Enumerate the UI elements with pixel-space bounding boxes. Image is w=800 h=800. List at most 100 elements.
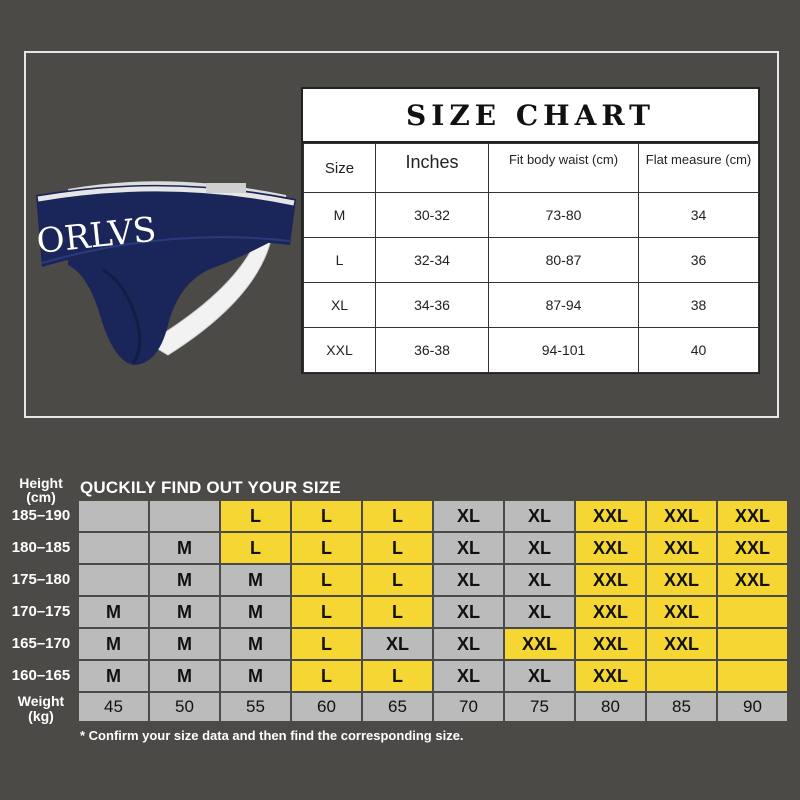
size-cell: M: [221, 629, 290, 659]
size-cell: M: [79, 629, 148, 659]
weight-cell: 65: [363, 693, 432, 721]
size-cell: XXL: [647, 597, 716, 627]
size-cell: XXL: [647, 629, 716, 659]
size-cell: XXL: [647, 501, 716, 531]
header-fit-waist: Fit body waist (cm): [488, 143, 639, 193]
weight-cell: 90: [718, 693, 787, 721]
size-cell: XL: [505, 661, 574, 691]
size-cell: M: [150, 565, 219, 595]
size-cell: L: [292, 629, 361, 659]
size-cell: M: [221, 661, 290, 691]
size-cell: L: [292, 533, 361, 563]
cell-inches: 32-34: [375, 237, 489, 283]
cell-flat-measure: 34: [638, 192, 759, 238]
size-chart-table: SIZE CHART Size Inches Fit body waist (c…: [301, 87, 760, 374]
size-cell: L: [363, 597, 432, 627]
size-cell: L: [221, 533, 290, 563]
cell-inches: 34-36: [375, 282, 489, 328]
size-cell: [718, 661, 787, 691]
weight-cell: 60: [292, 693, 361, 721]
weight-cell: 80: [576, 693, 645, 721]
cell-fit-waist: 94-101: [488, 327, 639, 373]
size-cell: L: [292, 597, 361, 627]
size-cell: M: [150, 597, 219, 627]
size-cell: L: [292, 565, 361, 595]
size-cell: [79, 501, 148, 531]
height-row-label: 185–190: [11, 507, 71, 524]
size-cell: XXL: [576, 629, 645, 659]
height-row-label: 180–185: [11, 539, 71, 556]
weight-cell: 50: [150, 693, 219, 721]
cell-fit-waist: 73-80: [488, 192, 639, 238]
size-cell: XXL: [576, 597, 645, 627]
cell-fit-waist: 80-87: [488, 237, 639, 283]
size-chart-title: SIZE CHART: [303, 89, 758, 143]
finder-title: QUCKILY FIND OUT YOUR SIZE: [80, 478, 341, 497]
size-cell: M: [79, 597, 148, 627]
header-flat-measure: Flat measure (cm): [638, 143, 759, 193]
size-cell: L: [221, 501, 290, 531]
size-cell: XL: [505, 533, 574, 563]
size-cell: M: [150, 629, 219, 659]
size-cell: XXL: [647, 565, 716, 595]
size-cell: XXL: [576, 501, 645, 531]
size-cell: L: [292, 661, 361, 691]
cell-size: XL: [303, 282, 376, 328]
cell-inches: 36-38: [375, 327, 489, 373]
size-cell: M: [150, 661, 219, 691]
size-cell: M: [221, 597, 290, 627]
height-row-label: 165–170: [11, 635, 71, 652]
cell-size: XXL: [303, 327, 376, 373]
weight-cell: 75: [505, 693, 574, 721]
height-axis-label: Height (cm): [19, 475, 63, 505]
size-cell: XXL: [647, 533, 716, 563]
weight-cell: 70: [434, 693, 503, 721]
size-cell: L: [363, 565, 432, 595]
table-row: M 30-32 73-80 34: [303, 192, 759, 238]
size-cell: L: [292, 501, 361, 531]
table-row: XXL 36-38 94-101 40: [303, 327, 759, 373]
cell-flat-measure: 40: [638, 327, 759, 373]
size-cell: XXL: [576, 661, 645, 691]
cell-size: L: [303, 237, 376, 283]
cell-inches: 30-32: [375, 192, 489, 238]
size-cell: [150, 501, 219, 531]
size-cell: M: [79, 661, 148, 691]
size-cell: XL: [434, 661, 503, 691]
size-cell: L: [363, 533, 432, 563]
height-row-label: 170–175: [11, 603, 71, 620]
weight-cell: 85: [647, 693, 716, 721]
size-cell: [718, 629, 787, 659]
header-size: Size: [303, 143, 376, 193]
size-cell: XXL: [505, 629, 574, 659]
size-cell: XL: [434, 533, 503, 563]
cell-fit-waist: 87-94: [488, 282, 639, 328]
size-cell: XXL: [718, 565, 787, 595]
cell-flat-measure: 36: [638, 237, 759, 283]
size-cell: XL: [505, 597, 574, 627]
weight-axis-label: Weight (kg): [17, 693, 65, 724]
weight-cell: 45: [79, 693, 148, 721]
footnote: * Confirm your size data and then find t…: [80, 728, 464, 743]
size-cell: [79, 565, 148, 595]
size-cell: XL: [505, 501, 574, 531]
size-cell: XL: [434, 565, 503, 595]
size-cell: [647, 661, 716, 691]
table-row: L 32-34 80-87 36: [303, 237, 759, 283]
size-cell: L: [363, 661, 432, 691]
size-cell: [79, 533, 148, 563]
weight-cell: 55: [221, 693, 290, 721]
cell-flat-measure: 38: [638, 282, 759, 328]
size-cell: XXL: [718, 501, 787, 531]
size-cell: M: [150, 533, 219, 563]
size-cell: XL: [434, 501, 503, 531]
size-cell: M: [221, 565, 290, 595]
cell-size: M: [303, 192, 376, 238]
size-cell: XXL: [576, 565, 645, 595]
header-inches: Inches: [375, 143, 489, 193]
size-cell: XL: [363, 629, 432, 659]
size-cell: XXL: [718, 533, 787, 563]
jockstrap-image: ORLVS: [35, 181, 296, 365]
size-cell: L: [363, 501, 432, 531]
size-cell: XXL: [576, 533, 645, 563]
